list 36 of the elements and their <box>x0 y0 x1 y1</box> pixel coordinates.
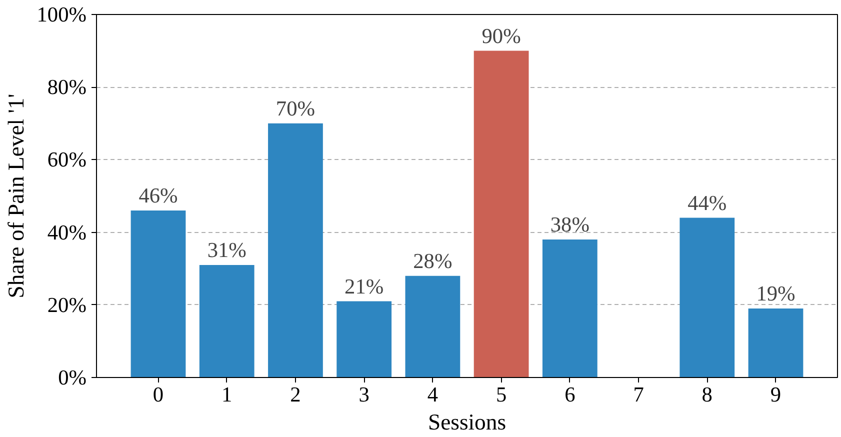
y-tick-label: 40% <box>47 220 87 244</box>
x-tick-label: 8 <box>702 382 712 406</box>
bar <box>680 218 735 378</box>
y-tick-label: 0% <box>58 366 87 390</box>
bar <box>474 50 529 378</box>
x-tick-label: 6 <box>564 382 576 406</box>
data-label: 70% <box>276 96 316 120</box>
bar <box>268 123 323 378</box>
bar <box>542 240 598 378</box>
x-tick-label: 4 <box>427 382 438 406</box>
data-label: 21% <box>344 274 384 298</box>
y-tick-label: 80% <box>47 75 87 100</box>
x-tick-label: 0 <box>152 382 164 406</box>
bar <box>748 308 804 378</box>
data-label: 38% <box>550 212 590 237</box>
x-tick-label: 2 <box>290 382 301 406</box>
data-label: 28% <box>413 248 452 273</box>
y-tick-label: 20% <box>47 292 87 317</box>
y-tick-label: 60% <box>47 148 87 172</box>
x-tick-label: 5 <box>496 382 507 406</box>
bar <box>199 264 254 378</box>
x-tick-label: 7 <box>633 382 644 406</box>
bar <box>130 210 186 378</box>
x-tick-label: 9 <box>770 382 782 406</box>
y-tick-label: 100% <box>36 2 87 26</box>
x-tick-label: 3 <box>358 382 370 406</box>
bar <box>405 276 460 378</box>
data-label: 46% <box>138 184 178 208</box>
x-tick-label: 1 <box>222 382 232 406</box>
data-label: 44% <box>688 190 727 215</box>
x-axis-title: Sessions <box>428 410 506 434</box>
bar <box>336 301 392 378</box>
data-label: 19% <box>756 282 796 306</box>
y-axis-title: Share of Pain Level '1' <box>4 94 29 298</box>
data-label: 31% <box>207 238 247 262</box>
data-label: 90% <box>482 24 522 48</box>
